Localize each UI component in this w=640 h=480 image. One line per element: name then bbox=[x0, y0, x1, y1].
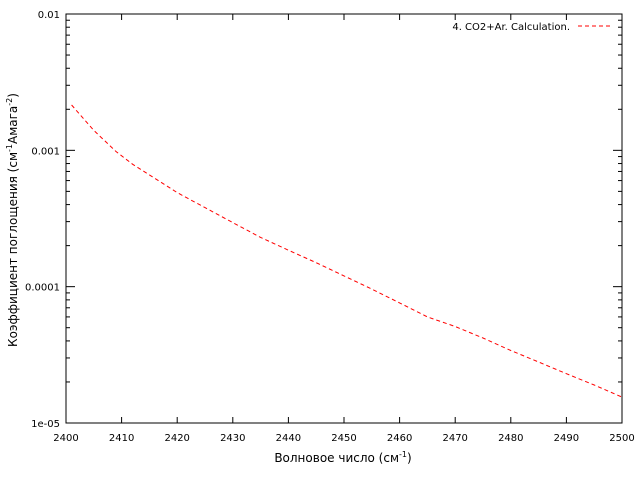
x-tick-label: 2450 bbox=[331, 433, 356, 444]
series-line bbox=[71, 104, 623, 398]
x-axis: 2400 2410 2420 2430 2440 2450 2460 2470 2480 2490… bbox=[53, 14, 635, 444]
series-layer bbox=[71, 104, 623, 398]
x-tick-label: 2470 bbox=[442, 433, 467, 444]
x-tick-label: 2400 bbox=[53, 433, 78, 444]
legend: 4. CO2+Ar. Calculation. bbox=[452, 22, 612, 33]
y-tick-label: 0.0001 bbox=[25, 283, 60, 294]
x-tick-label: 2490 bbox=[554, 433, 579, 444]
y-tick-label: 1e-05 bbox=[31, 419, 60, 430]
y-tick-label: 0.01 bbox=[38, 10, 60, 21]
x-tick-label: 2500 bbox=[609, 433, 634, 444]
x-tick-label: 2480 bbox=[498, 433, 523, 444]
x-axis-label: Волновое число (см-1) bbox=[274, 450, 411, 465]
y-axis-label: Коэффициент поглощения (см-1Амага-2) bbox=[5, 93, 20, 347]
y-axis: 1e-05 0.0001 0.001 0.01 bbox=[25, 10, 622, 430]
plot-area-frame bbox=[65, 13, 623, 424]
x-tick-label: 2440 bbox=[276, 433, 301, 444]
x-tick-label: 2420 bbox=[164, 433, 189, 444]
x-tick-label: 2430 bbox=[220, 433, 245, 444]
legend-label: 4. CO2+Ar. Calculation. bbox=[452, 22, 570, 33]
x-tick-label: 2410 bbox=[109, 433, 134, 444]
y-tick-label: 0.001 bbox=[31, 146, 60, 157]
x-tick-label: 2460 bbox=[387, 433, 412, 444]
